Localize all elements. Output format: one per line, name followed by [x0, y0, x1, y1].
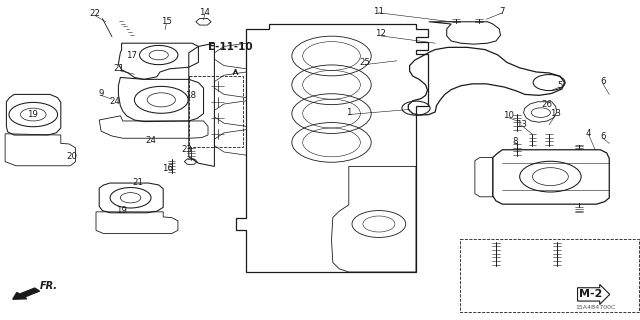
- Text: 1: 1: [346, 108, 351, 117]
- Text: 23: 23: [181, 145, 193, 154]
- Text: 22: 22: [89, 9, 100, 18]
- Text: 9: 9: [99, 89, 104, 98]
- Text: 8: 8: [513, 137, 518, 146]
- Text: 18: 18: [185, 91, 196, 100]
- Text: 21: 21: [132, 178, 143, 187]
- Text: E-11-10: E-11-10: [208, 42, 253, 52]
- Text: 7: 7: [500, 7, 505, 16]
- Text: 11: 11: [373, 7, 385, 16]
- Text: M-2: M-2: [579, 289, 603, 300]
- Text: 5: 5: [557, 81, 563, 90]
- Text: 4: 4: [586, 129, 591, 138]
- Text: 15A4B4700C: 15A4B4700C: [575, 305, 616, 310]
- Text: 26: 26: [541, 100, 553, 109]
- Text: 19: 19: [116, 206, 127, 215]
- Text: 15: 15: [161, 17, 172, 26]
- Text: 17: 17: [125, 52, 137, 60]
- Text: 24: 24: [145, 136, 156, 145]
- Text: 14: 14: [199, 8, 211, 17]
- Text: 6: 6: [600, 77, 605, 86]
- Text: 20: 20: [66, 152, 77, 161]
- Text: 10: 10: [503, 111, 515, 120]
- Bar: [189, 76, 243, 147]
- Text: 6: 6: [600, 132, 605, 141]
- Text: 25: 25: [359, 58, 371, 67]
- Text: 13: 13: [516, 120, 527, 129]
- Text: 12: 12: [375, 29, 387, 38]
- Bar: [460, 239, 639, 312]
- Text: 16: 16: [162, 164, 173, 173]
- Text: FR.: FR.: [40, 281, 58, 292]
- Text: 24: 24: [109, 97, 121, 106]
- Text: 19: 19: [27, 110, 37, 119]
- Text: 13: 13: [550, 109, 561, 118]
- Text: 21: 21: [113, 64, 124, 73]
- FancyArrow shape: [13, 288, 40, 299]
